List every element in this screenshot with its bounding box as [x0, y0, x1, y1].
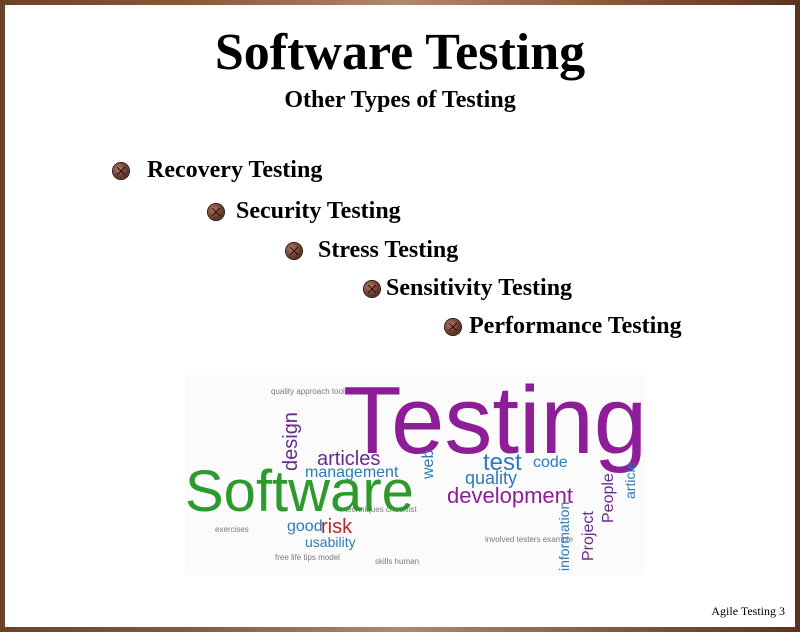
- bullet-label: Performance Testing: [469, 313, 682, 339]
- cloud-word-risk: risk: [321, 516, 353, 538]
- bullet-ball-icon: [364, 280, 380, 297]
- cloud-word-design: design: [280, 412, 302, 471]
- cloud-word-software: Software: [185, 459, 414, 524]
- cloud-word-article: article: [622, 461, 638, 499]
- cloud-word-articles: articles: [317, 448, 381, 470]
- cloud-word-web: web: [420, 449, 437, 479]
- cloud-word-test: test: [483, 449, 522, 476]
- cloud-word-people: People: [600, 473, 617, 523]
- cloud-word-code: code: [533, 454, 568, 471]
- bullet-recovery-testing: Recovery Testing: [113, 157, 322, 184]
- cloud-word-testing: Testing: [343, 367, 648, 474]
- cloud-word-information: information: [556, 501, 572, 571]
- cloud-word-good: good: [287, 518, 323, 535]
- bullet-label: Recovery Testing: [147, 157, 323, 183]
- bullet-label: Sensitivity Testing: [386, 275, 573, 301]
- cloud-word-development: development: [447, 483, 573, 508]
- slide-title: Software Testing: [214, 24, 586, 81]
- word-cloud-image: quality approach tools methods technique…: [185, 367, 648, 575]
- bullet-performance-testing: Performance Testing: [445, 313, 682, 340]
- cloud-word-usability: usability: [305, 534, 356, 550]
- bullet-stress-testing: Stress Testing: [286, 237, 458, 264]
- bullet-ball-icon: [286, 242, 302, 259]
- slide-footer: Agile Testing 3: [711, 604, 785, 618]
- bullet-ball-icon: [113, 162, 129, 179]
- bullet-ball-icon: [445, 318, 461, 335]
- cloud-word-quality: quality: [465, 468, 518, 488]
- bullet-ball-icon: [208, 203, 224, 220]
- slide-subtitle: Other Types of Testing: [284, 87, 516, 113]
- slide: Software Testing Other Types of Testing …: [5, 5, 795, 627]
- bullet-label: Security Testing: [236, 198, 401, 224]
- bullet-label: Stress Testing: [318, 237, 459, 263]
- bullet-sensitivity-testing: Sensitivity Testing: [364, 275, 572, 302]
- cloud-word-management: management: [305, 464, 399, 481]
- bullet-security-testing: Security Testing: [208, 198, 401, 225]
- cloud-word-project: Project: [580, 511, 597, 561]
